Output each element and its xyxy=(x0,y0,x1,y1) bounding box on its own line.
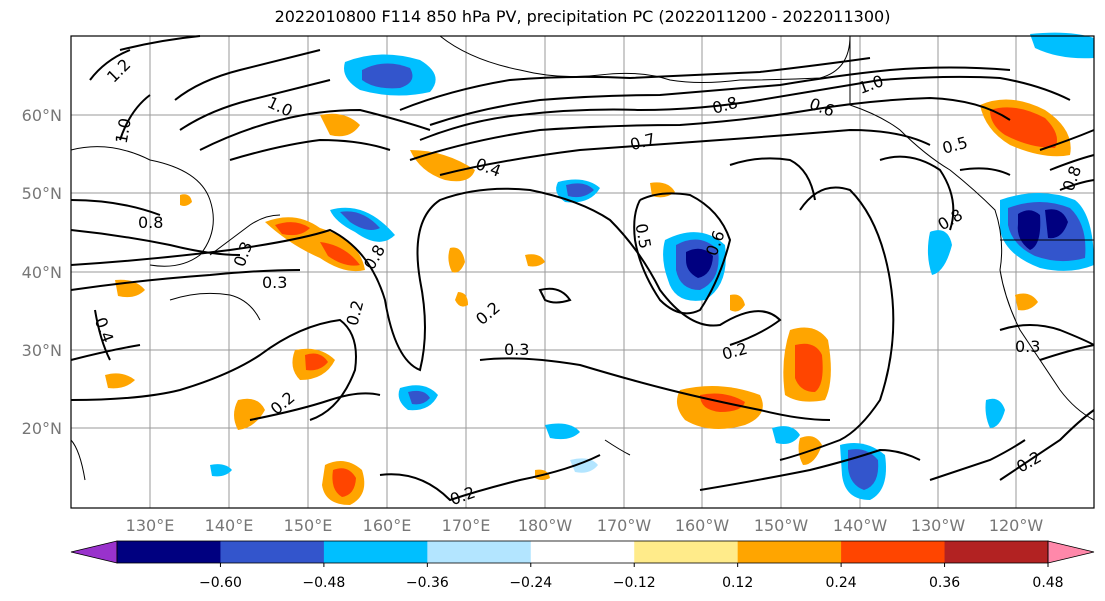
longitude-label: 170°W xyxy=(597,516,652,535)
colorbar: −0.60 −0.48 −0.36 −0.24 −0.12 0.12 0.24 0.36 0.4… xyxy=(70,540,1095,591)
longitude-label: 120°W xyxy=(989,516,1044,535)
latitude-label: 20°N xyxy=(22,419,62,438)
colorbar-swatch xyxy=(634,541,739,563)
colorbar-tick-label: −0.48 xyxy=(302,575,345,591)
colorbar-swatch xyxy=(220,541,325,563)
colorbar-swatch xyxy=(841,541,946,563)
map-title: 2022010800 F114 850 hPa PV, precipitatio… xyxy=(274,7,891,26)
longitude-label: 150°E xyxy=(284,516,333,535)
precip-positive xyxy=(105,99,1071,505)
colorbar-tick-label: 0.48 xyxy=(1032,575,1063,591)
longitude-labels: 130°E 140°E 150°E 160°E 170°E 180°W 170°W 160°W… xyxy=(126,516,1044,535)
precip-anomalies xyxy=(105,32,1094,505)
contour-label: 0.8 xyxy=(138,213,163,232)
longitude-label: 140°E xyxy=(205,516,254,535)
contour-label: 0.5 xyxy=(632,222,655,250)
latitude-label: 50°N xyxy=(22,184,62,203)
longitude-label: 170°E xyxy=(442,516,491,535)
longitude-label: 140°W xyxy=(833,516,888,535)
longitude-label: 160°E xyxy=(363,516,412,535)
colorbar-tick-label: 0.24 xyxy=(826,575,857,591)
colorbar-swatch xyxy=(117,541,221,563)
colorbar-swatch xyxy=(530,541,635,563)
latitude-label: 40°N xyxy=(22,263,62,282)
colorbar-tick-label: 0.36 xyxy=(929,575,960,591)
coastlines xyxy=(70,35,1095,481)
contour-label: 1.0 xyxy=(112,117,135,145)
latitude-label: 60°N xyxy=(22,106,62,125)
colorbar-swatch xyxy=(427,541,532,563)
colorbar-swatch xyxy=(944,541,1049,563)
pv-contours xyxy=(70,35,1095,502)
colorbar-tick-label: −0.60 xyxy=(199,575,242,591)
contour-label: 0.3 xyxy=(1015,337,1040,356)
longitude-label: 130°W xyxy=(911,516,966,535)
contour-label: 0.3 xyxy=(504,340,529,359)
map-panel: 1.2 1.0 1.0 0.8 0.6 0.8 0.7 1.0 0.5 0.8 … xyxy=(70,32,1095,509)
colorbar-extend-high xyxy=(1047,540,1095,564)
precip-negative xyxy=(210,32,1094,500)
colorbar-swatch xyxy=(323,541,428,563)
colorbar-tick-label: 0.12 xyxy=(722,575,753,591)
colorbar-extend-low xyxy=(70,540,118,564)
colorbar-tick-label: −0.36 xyxy=(406,575,449,591)
latitude-labels: 60°N 50°N 40°N 30°N 20°N xyxy=(22,106,62,438)
colorbar-tick-label: −0.12 xyxy=(613,575,656,591)
colorbar-tick-label: −0.24 xyxy=(509,575,552,591)
longitude-label: 180°W xyxy=(518,516,573,535)
longitude-label: 150°W xyxy=(754,516,809,535)
latitude-label: 30°N xyxy=(22,341,62,360)
longitude-label: 130°E xyxy=(126,516,175,535)
contour-label: 0.3 xyxy=(262,273,287,292)
colorbar-swatch xyxy=(737,541,842,563)
longitude-label: 160°W xyxy=(675,516,730,535)
